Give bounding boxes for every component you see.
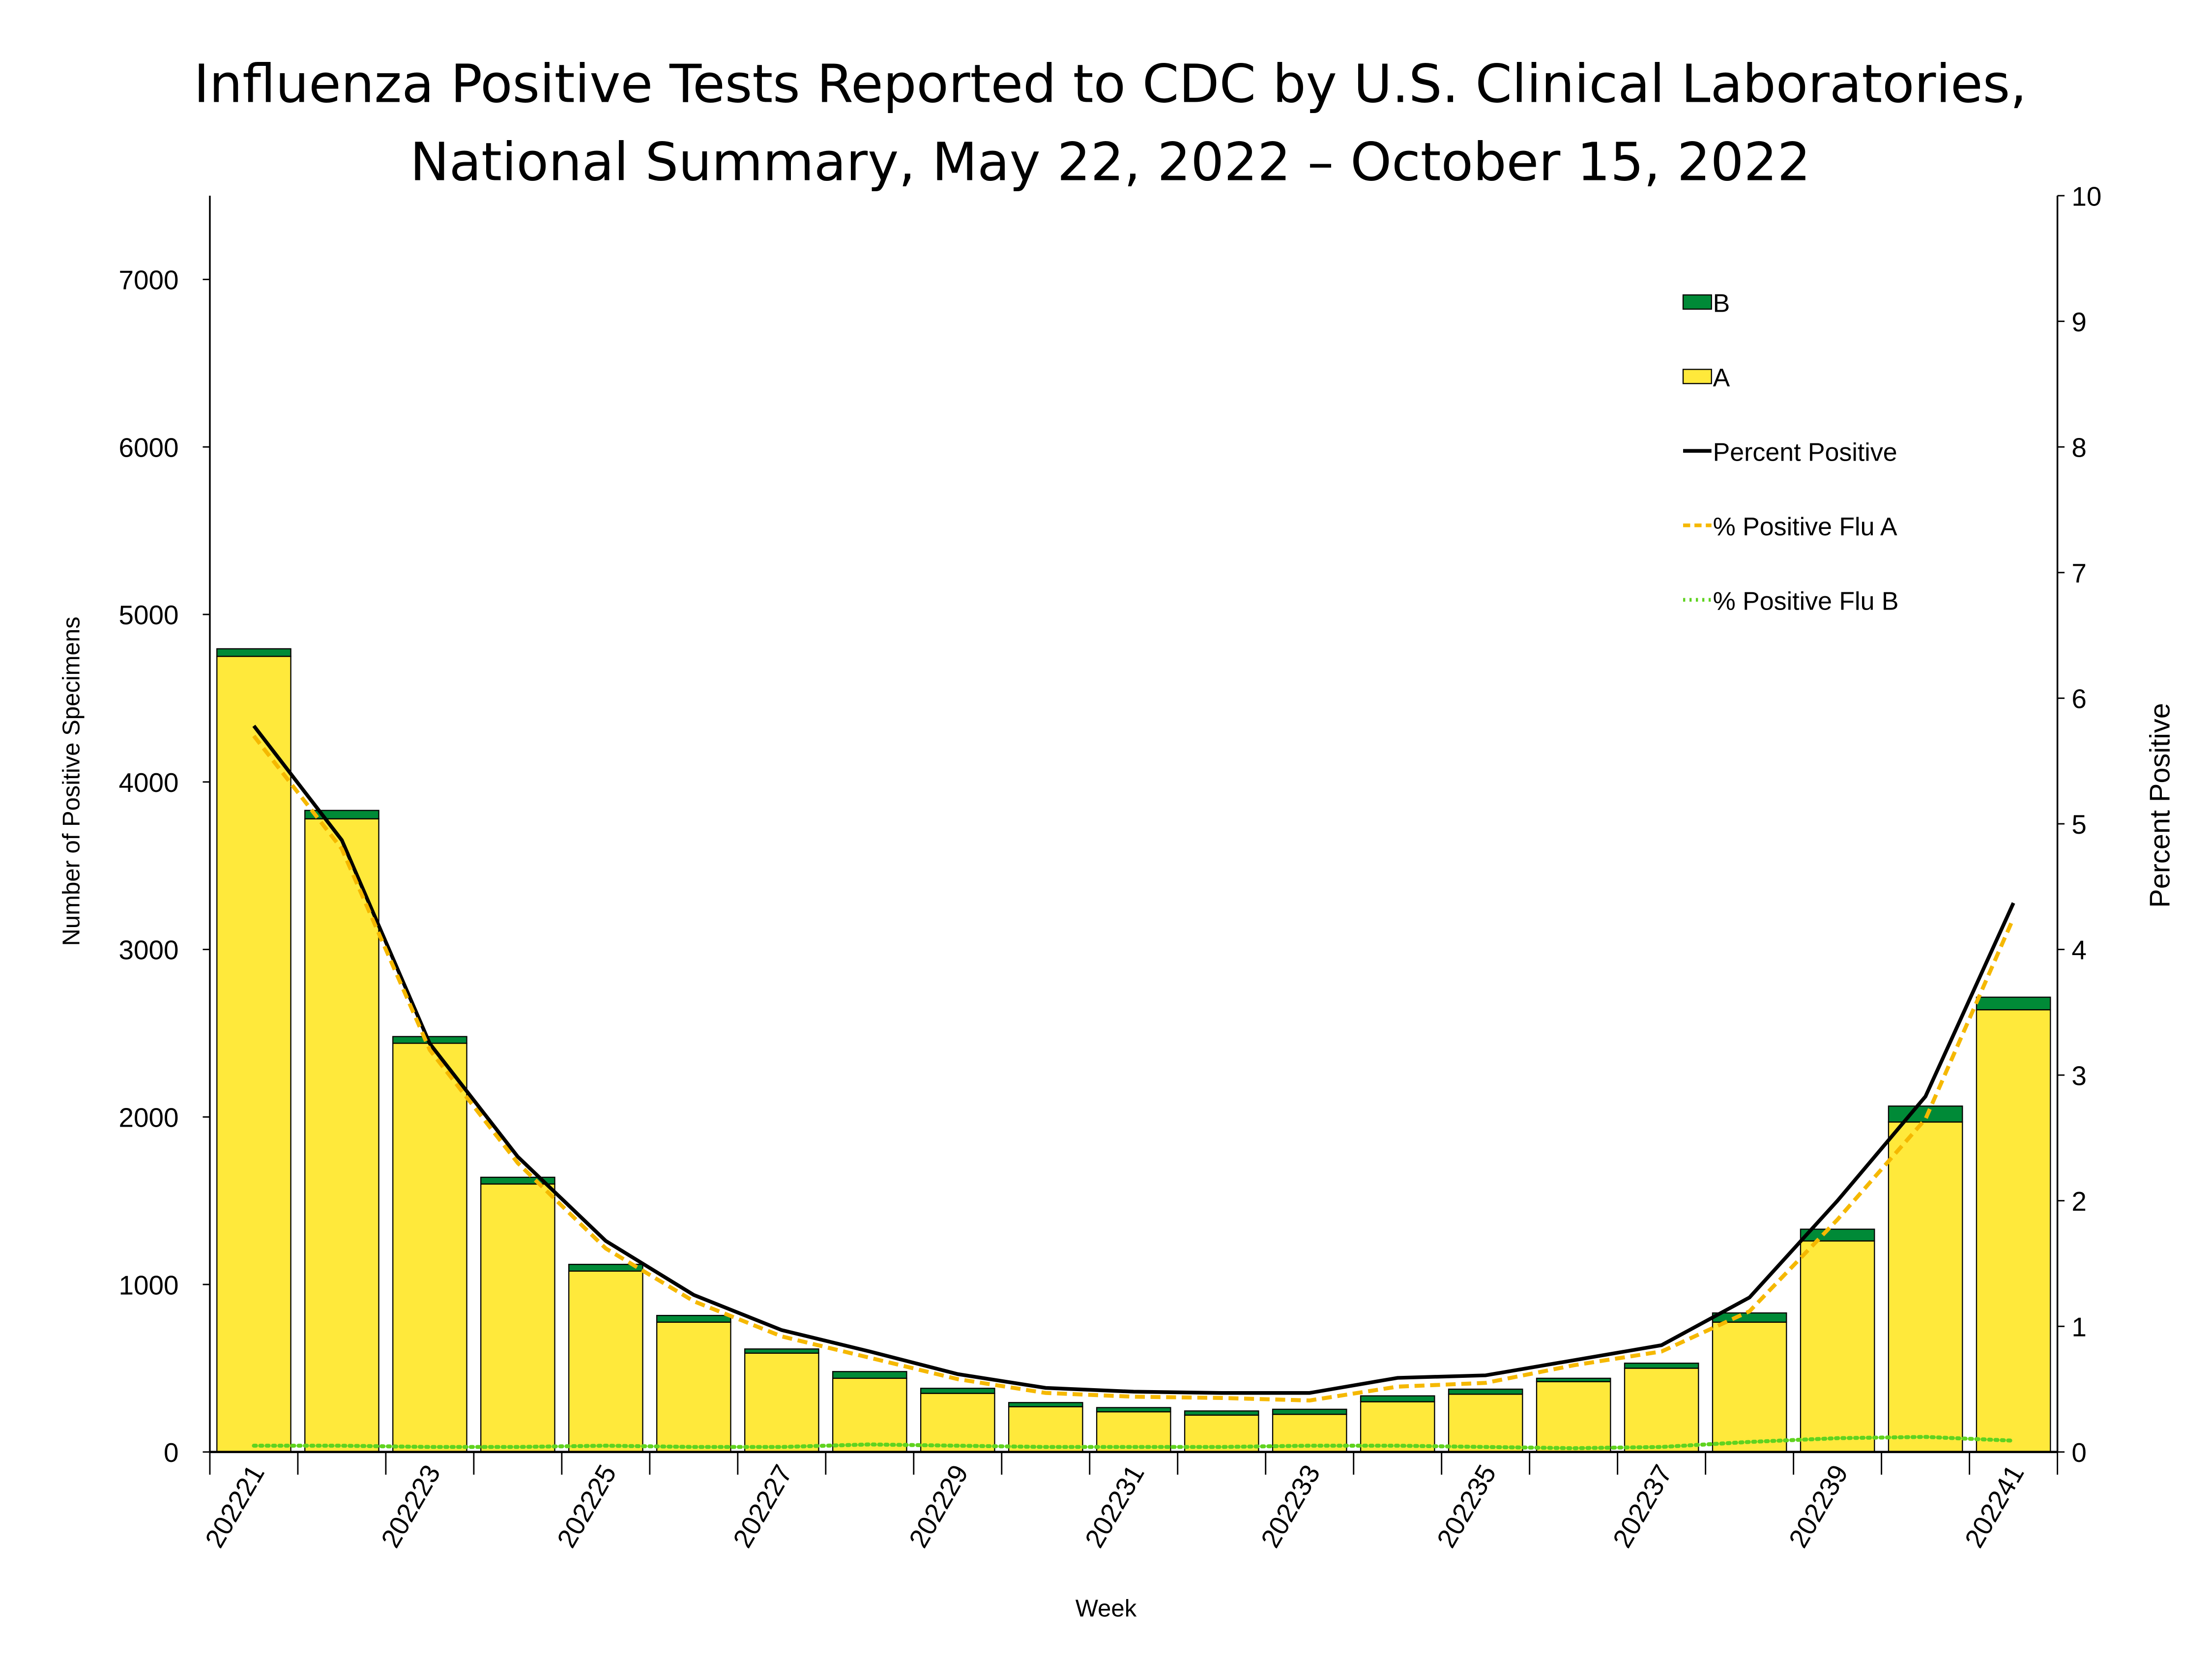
legend-label: A xyxy=(1713,364,1730,392)
y2-tick-label: 10 xyxy=(2071,181,2101,211)
bar-a-202240 xyxy=(1888,1121,1963,1453)
y2-axis-label: Percent Positive xyxy=(2144,703,2176,908)
legend-label: Percent Positive xyxy=(1713,438,1897,467)
bar-a-202226 xyxy=(656,1321,731,1453)
bar-b-202235 xyxy=(1448,1388,1523,1395)
y-tick-label: 6000 xyxy=(119,432,179,463)
y-tick-label: 4000 xyxy=(119,767,179,798)
bar-b-202232 xyxy=(1184,1410,1259,1416)
y2-tick-label: 5 xyxy=(2071,809,2086,840)
y2-tick-label: 8 xyxy=(2071,432,2086,463)
line-positive-flu-a xyxy=(252,734,2015,1403)
bar-b-202238 xyxy=(1712,1312,1787,1323)
bar-a-202225 xyxy=(568,1270,643,1453)
chart-title-line-2: National Summary, May 22, 2022 – October… xyxy=(410,132,1810,193)
legend-item-b: B xyxy=(1682,290,1730,318)
y-tick-label: 1000 xyxy=(119,1270,179,1300)
legend-label: B xyxy=(1713,290,1730,318)
bar-b-202226 xyxy=(656,1314,731,1323)
bar-b-202227 xyxy=(744,1348,819,1354)
bar-b-202231 xyxy=(1096,1407,1171,1413)
y2-tick-label: 6 xyxy=(2071,684,2086,714)
y-tick-label: 0 xyxy=(164,1437,178,1468)
y2-tick-label: 0 xyxy=(2071,1437,2086,1468)
legend-item-a: A xyxy=(1682,364,1730,392)
y2-tick-label: 3 xyxy=(2071,1060,2086,1091)
bar-b-202230 xyxy=(1008,1402,1083,1407)
legend-item-positive-flu-b: % Positive Flu B xyxy=(1683,587,1899,615)
y-tick-label: 3000 xyxy=(119,935,179,965)
legend-swatch xyxy=(1682,369,1712,384)
y2-tick-label: 2 xyxy=(2071,1186,2086,1217)
lines-layer xyxy=(252,725,2016,1451)
legend: B A Percent Positive % Positive Flu A % Posi… xyxy=(1682,290,1899,615)
bar-b-202239 xyxy=(1800,1228,1875,1242)
bar-a-202230 xyxy=(1008,1406,1083,1453)
bar-a-202224 xyxy=(480,1183,555,1453)
bar-a-202229 xyxy=(920,1393,995,1453)
bar-a-202223 xyxy=(392,1043,467,1453)
x-axis-label: Week xyxy=(1076,1595,1137,1622)
bar-a-202235 xyxy=(1448,1394,1523,1453)
bar-a-202228 xyxy=(832,1377,907,1453)
line-percent-positive xyxy=(252,725,2015,1395)
y-tick-label: 2000 xyxy=(119,1103,179,1133)
bar-a-202227 xyxy=(744,1352,819,1453)
y-tick-label: 7000 xyxy=(119,265,179,295)
bar-b-202240 xyxy=(1888,1106,1963,1123)
bar-b-202241 xyxy=(1976,996,2051,1011)
bars-layer xyxy=(216,648,2051,1453)
legend-item-positive-flu-a: % Positive Flu A xyxy=(1683,513,1897,541)
legend-label: % Positive Flu B xyxy=(1713,587,1899,615)
y2-tick-label: 4 xyxy=(2071,935,2086,965)
bar-b-202233 xyxy=(1272,1408,1347,1415)
bar-a-202221 xyxy=(216,656,291,1453)
y-tick-label: 5000 xyxy=(119,600,179,630)
line-positive-flu-b xyxy=(252,1435,2016,1451)
bar-a-202237 xyxy=(1624,1368,1699,1453)
bar-b-202225 xyxy=(568,1264,643,1272)
bar-b-202229 xyxy=(920,1388,995,1394)
chart-title-line-1: Influenza Positive Tests Reported to CDC… xyxy=(194,54,2027,115)
bar-b-202228 xyxy=(832,1371,907,1379)
y2-tick-label: 7 xyxy=(2071,558,2086,588)
bar-a-202241 xyxy=(1976,1009,2051,1453)
bar-b-202237 xyxy=(1624,1363,1699,1369)
y-axis-label: Number of Positive Specimens xyxy=(58,616,85,946)
bar-a-202238 xyxy=(1712,1321,1787,1453)
bar-b-202236 xyxy=(1536,1377,1611,1382)
bar-a-202236 xyxy=(1536,1381,1611,1453)
legend-item-percent-positive: Percent Positive xyxy=(1683,438,1897,467)
y2-tick-label: 1 xyxy=(2071,1311,2086,1342)
y2-tick-label: 9 xyxy=(2071,307,2086,337)
legend-swatch xyxy=(1682,294,1712,310)
legend-label: % Positive Flu A xyxy=(1713,513,1897,541)
bar-a-202222 xyxy=(304,818,379,1453)
bar-b-202221 xyxy=(216,648,291,657)
bar-a-202239 xyxy=(1800,1240,1875,1453)
bar-b-202234 xyxy=(1360,1395,1435,1402)
